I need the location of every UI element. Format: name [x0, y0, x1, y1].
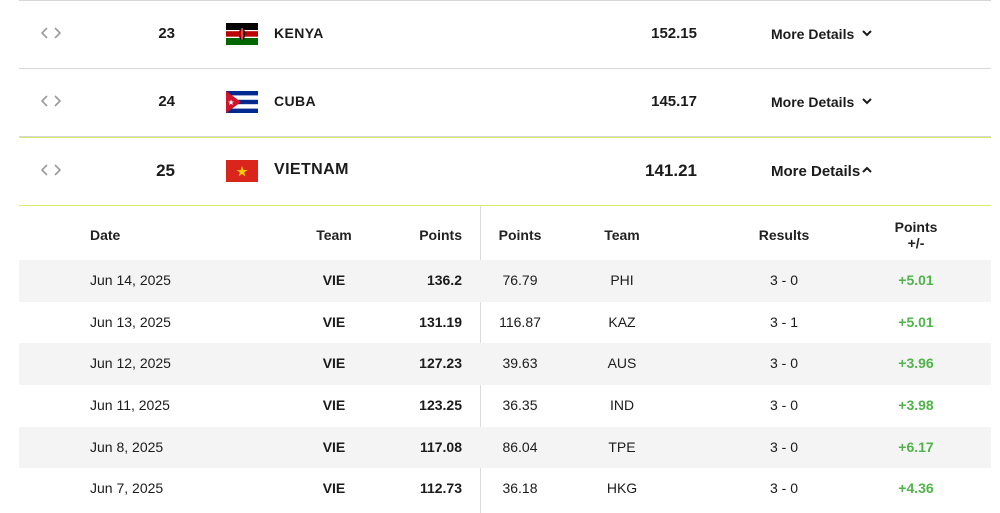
- opponent-team: HKG: [606, 480, 638, 497]
- points-diff: +6.17: [898, 438, 934, 455]
- table-row: Jun 7, 2025 VIE 112.73 36.18 HKG 3 - 0 +…: [19, 468, 991, 510]
- points-diff: +3.98: [898, 397, 934, 414]
- ranking-row-kenya: 23 KENYA 152.15 More Details: [19, 0, 991, 69]
- team-points: 131.19: [419, 313, 462, 330]
- opponent-points: 86.04: [502, 438, 538, 455]
- match-details-table: Date Team Points Points Team Results Poi…: [19, 206, 991, 513]
- reorder-arrows-icon[interactable]: [41, 94, 61, 108]
- country-name: CUBA: [274, 93, 317, 109]
- ranking-row-vietnam: 25 VIETNAM 141.21 More Details: [19, 137, 991, 206]
- table-header: Date Team Points Points Team Results Poi…: [19, 206, 991, 260]
- more-details-button[interactable]: More Details: [771, 94, 855, 110]
- opponent-team: PHI: [610, 272, 634, 288]
- more-details-button[interactable]: More Details: [771, 26, 855, 42]
- team-code: VIE: [322, 397, 346, 414]
- opponent-points: 39.63: [502, 355, 538, 372]
- reorder-arrows-icon[interactable]: [41, 163, 61, 177]
- chevron-down-icon[interactable]: [861, 28, 873, 38]
- header-opponent-team: Team: [604, 227, 640, 243]
- team-code: VIE: [322, 480, 346, 497]
- ranking-points: 141.21: [645, 161, 697, 180]
- team-code: VIE: [322, 355, 346, 372]
- match-result: 3 - 0: [769, 355, 798, 372]
- match-date: Jun 13, 2025: [90, 313, 171, 330]
- more-details-button[interactable]: More Details: [771, 163, 861, 180]
- opponent-points: 36.35: [502, 397, 538, 414]
- match-result: 3 - 0: [769, 397, 798, 414]
- header-team: Team: [316, 227, 352, 243]
- rankings-list: 23 KENYA 152.15 More Details 24: [19, 0, 991, 513]
- country-name: KENYA: [274, 25, 324, 41]
- team-code: VIE: [322, 313, 346, 330]
- match-date: Jun 8, 2025: [90, 438, 164, 455]
- opponent-team: IND: [609, 397, 635, 414]
- chevron-down-icon[interactable]: [861, 96, 873, 106]
- table-row: Jun 13, 2025 VIE 131.19 116.87 KAZ 3 - 1…: [19, 302, 991, 344]
- team-code: VIE: [322, 438, 346, 455]
- opponent-team: AUS: [607, 355, 637, 372]
- header-points-diff-line2: +/-: [907, 235, 925, 251]
- points-diff: +5.01: [898, 272, 934, 288]
- team-points: 127.23: [419, 355, 462, 372]
- table-row: Jun 11, 2025 VIE 123.25 36.35 IND 3 - 0 …: [19, 385, 991, 427]
- chevron-up-icon[interactable]: [861, 165, 873, 175]
- header-results: Results: [758, 227, 810, 243]
- match-result: 3 - 0: [769, 438, 798, 455]
- team-points: 123.25: [419, 397, 462, 414]
- opponent-points: 76.79: [502, 272, 538, 288]
- opponent-points: 36.18: [502, 480, 538, 497]
- opponent-points: 116.87: [499, 313, 541, 330]
- team-points: 117.08: [419, 438, 462, 455]
- match-date: Jun 12, 2025: [90, 355, 171, 372]
- opponent-team: KAZ: [608, 313, 636, 330]
- rank-number: 23: [158, 25, 175, 42]
- points-diff: +3.96: [898, 355, 934, 372]
- country-name: VIETNAM: [274, 161, 349, 178]
- ranking-points: 145.17: [651, 93, 697, 110]
- match-date: Jun 11, 2025: [90, 397, 170, 414]
- ranking-row-cuba: 24 CUBA 145.17 More Details: [19, 69, 991, 137]
- match-result: 3 - 0: [769, 272, 798, 288]
- match-date: Jun 7, 2025: [90, 480, 164, 497]
- cuba-flag-icon: [226, 91, 258, 113]
- vietnam-flag-icon: [226, 160, 258, 182]
- match-result: 3 - 0: [769, 480, 798, 497]
- team-points: 112.73: [419, 480, 462, 497]
- points-diff: +4.36: [898, 480, 934, 497]
- team-code: VIE: [322, 272, 346, 288]
- match-date: Jun 14, 2025: [90, 272, 171, 288]
- table-row: Jun 12, 2025 VIE 127.23 39.63 AUS 3 - 0 …: [19, 343, 991, 386]
- rank-number: 24: [158, 93, 175, 110]
- rank-number: 25: [156, 161, 175, 180]
- header-points: Points: [419, 227, 462, 243]
- match-result: 3 - 1: [769, 313, 798, 330]
- header-date: Date: [90, 227, 121, 243]
- kenya-flag-icon: [226, 23, 258, 45]
- opponent-team: TPE: [608, 438, 636, 455]
- header-points-diff-line1: Points: [894, 219, 938, 235]
- table-row: Jun 8, 2025 VIE 117.08 86.04 TPE 3 - 0 +…: [19, 426, 991, 469]
- team-points: 136.2: [426, 272, 462, 288]
- reorder-arrows-icon[interactable]: [41, 26, 61, 40]
- points-diff: +5.01: [898, 313, 934, 330]
- header-opponent-points: Points: [498, 227, 542, 243]
- ranking-points: 152.15: [651, 25, 697, 42]
- table-row: Jun 14, 2025 VIE 136.2 76.79 PHI 3 - 0 +…: [19, 260, 991, 302]
